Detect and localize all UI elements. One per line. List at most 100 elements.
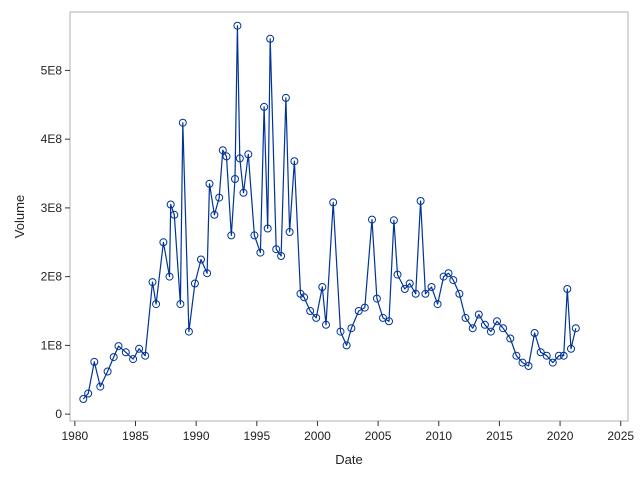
y-tick-label: 3E8: [41, 201, 63, 215]
data-point: [277, 252, 286, 260]
data-point: [360, 303, 369, 312]
data-point: [84, 389, 93, 398]
x-tick-label: 1980: [62, 429, 89, 443]
data-point: [103, 367, 112, 376]
data-point: [281, 93, 290, 102]
data-point: [205, 179, 214, 188]
data-point: [272, 245, 281, 254]
x-tick-label: 2000: [304, 429, 331, 443]
data-point: [554, 351, 563, 360]
x-tick-label: 2020: [547, 429, 574, 443]
data-point: [266, 34, 275, 43]
y-tick-label: 1E8: [41, 338, 63, 352]
data-point: [312, 313, 321, 322]
data-point: [109, 353, 118, 362]
x-tick-label: 1995: [243, 429, 270, 443]
x-tick-label: 2025: [607, 429, 634, 443]
data-point: [152, 300, 161, 309]
data-point: [129, 355, 138, 364]
data-point: [250, 231, 259, 240]
x-axis-title: Date: [335, 452, 362, 467]
data-point: [342, 341, 351, 350]
data-point: [389, 216, 398, 225]
data-point: [239, 188, 248, 197]
data-point: [178, 118, 187, 127]
data-point: [559, 351, 568, 360]
data-point: [563, 285, 572, 293]
data-point: [197, 255, 205, 264]
axis-layer: 1980 1985 1990 1995 2000 2005 2010 2015 2020 2025…: [41, 63, 635, 443]
data-point: [524, 362, 533, 370]
y-axis-title: Volume: [12, 195, 27, 238]
data-point: [379, 313, 387, 322]
data-point: [121, 348, 130, 357]
data-point: [260, 102, 269, 111]
data-point: [536, 348, 545, 357]
data-point: [567, 344, 575, 353]
data-point: [444, 269, 453, 278]
x-tick-label: 2005: [365, 429, 392, 443]
data-point: [222, 152, 231, 161]
data-point: [416, 197, 425, 205]
data-point: [184, 327, 193, 336]
data-point: [393, 270, 402, 279]
data-point: [263, 224, 272, 233]
data-point: [480, 320, 489, 329]
data-point: [336, 327, 345, 336]
x-tick-label: 1990: [183, 429, 210, 443]
data-point: [190, 279, 199, 288]
data-point: [372, 294, 381, 303]
data-point: [290, 157, 299, 166]
data-point: [79, 395, 88, 403]
data-point: [203, 269, 212, 278]
data-point: [449, 276, 458, 285]
data-point: [354, 307, 363, 315]
data-point: [347, 324, 356, 333]
data-point: [318, 283, 327, 291]
data-point: [159, 238, 168, 247]
data-point: [548, 358, 557, 367]
data-point: [322, 320, 330, 329]
data-point: [499, 324, 508, 333]
data-point: [170, 210, 179, 219]
data-point: [166, 200, 175, 209]
data-point: [218, 146, 227, 155]
data-point: [455, 289, 464, 298]
y-tick-label: 4E8: [41, 132, 63, 146]
data-point: [433, 300, 442, 309]
data-point: [90, 357, 99, 366]
data-point: [461, 313, 470, 322]
data-point: [512, 351, 521, 360]
data-point: [368, 215, 376, 224]
data-point: [530, 329, 539, 337]
data-point: [506, 334, 515, 343]
data-point: [244, 150, 253, 159]
data-point: [231, 175, 239, 183]
data-point: [571, 324, 580, 333]
data-point: [96, 382, 105, 391]
data-point: [210, 210, 219, 219]
data-point: [542, 351, 551, 360]
data-point: [468, 324, 477, 333]
data-point: [256, 248, 265, 257]
data-point: [300, 293, 309, 302]
data-point: [518, 358, 527, 367]
data-point: [135, 344, 144, 353]
data-point: [233, 21, 242, 30]
data-point: [148, 278, 157, 287]
data-point: [486, 327, 495, 336]
data-point: [427, 283, 436, 291]
y-tick-label: 2E8: [41, 270, 63, 284]
data-point: [329, 198, 338, 207]
data-point: [405, 279, 414, 288]
series-layer: [79, 21, 580, 403]
x-tick-label: 2015: [486, 429, 513, 443]
data-point: [235, 154, 244, 163]
data-point: [227, 231, 236, 240]
data-point: [385, 317, 393, 326]
data-point: [285, 228, 294, 236]
x-tick-label: 1985: [122, 429, 149, 443]
